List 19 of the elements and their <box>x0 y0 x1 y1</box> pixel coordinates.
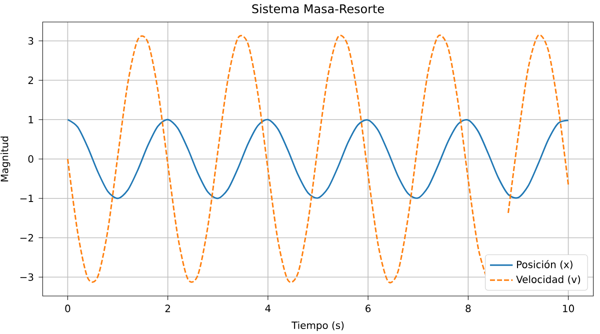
x-tick-label: 8 <box>466 304 471 312</box>
x-tick-label: 10 <box>563 304 574 312</box>
y-tick-label: 3 <box>28 37 34 45</box>
x-axis-title: Tiempo (s) <box>292 321 344 331</box>
y-tick-label: −3 <box>20 273 34 281</box>
legend-label: Velocidad (v) <box>516 275 580 284</box>
x-tick-label: 2 <box>165 304 170 312</box>
x-tick-label: 0 <box>65 304 70 312</box>
chart-title: Sistema Masa-Resorte <box>252 4 384 14</box>
x-tick-label: 6 <box>366 304 371 312</box>
y-tick-label: −1 <box>20 194 34 202</box>
y-tick-label: 0 <box>28 155 34 163</box>
y-axis-title: Magnitud <box>0 136 10 182</box>
x-tick-label: 4 <box>265 304 271 312</box>
y-tick-label: 1 <box>28 116 34 124</box>
legend-label: Posición (x) <box>517 260 572 270</box>
y-tick-label: −2 <box>20 234 33 242</box>
line-series <box>66 118 570 200</box>
y-tick-label: 2 <box>28 76 33 84</box>
